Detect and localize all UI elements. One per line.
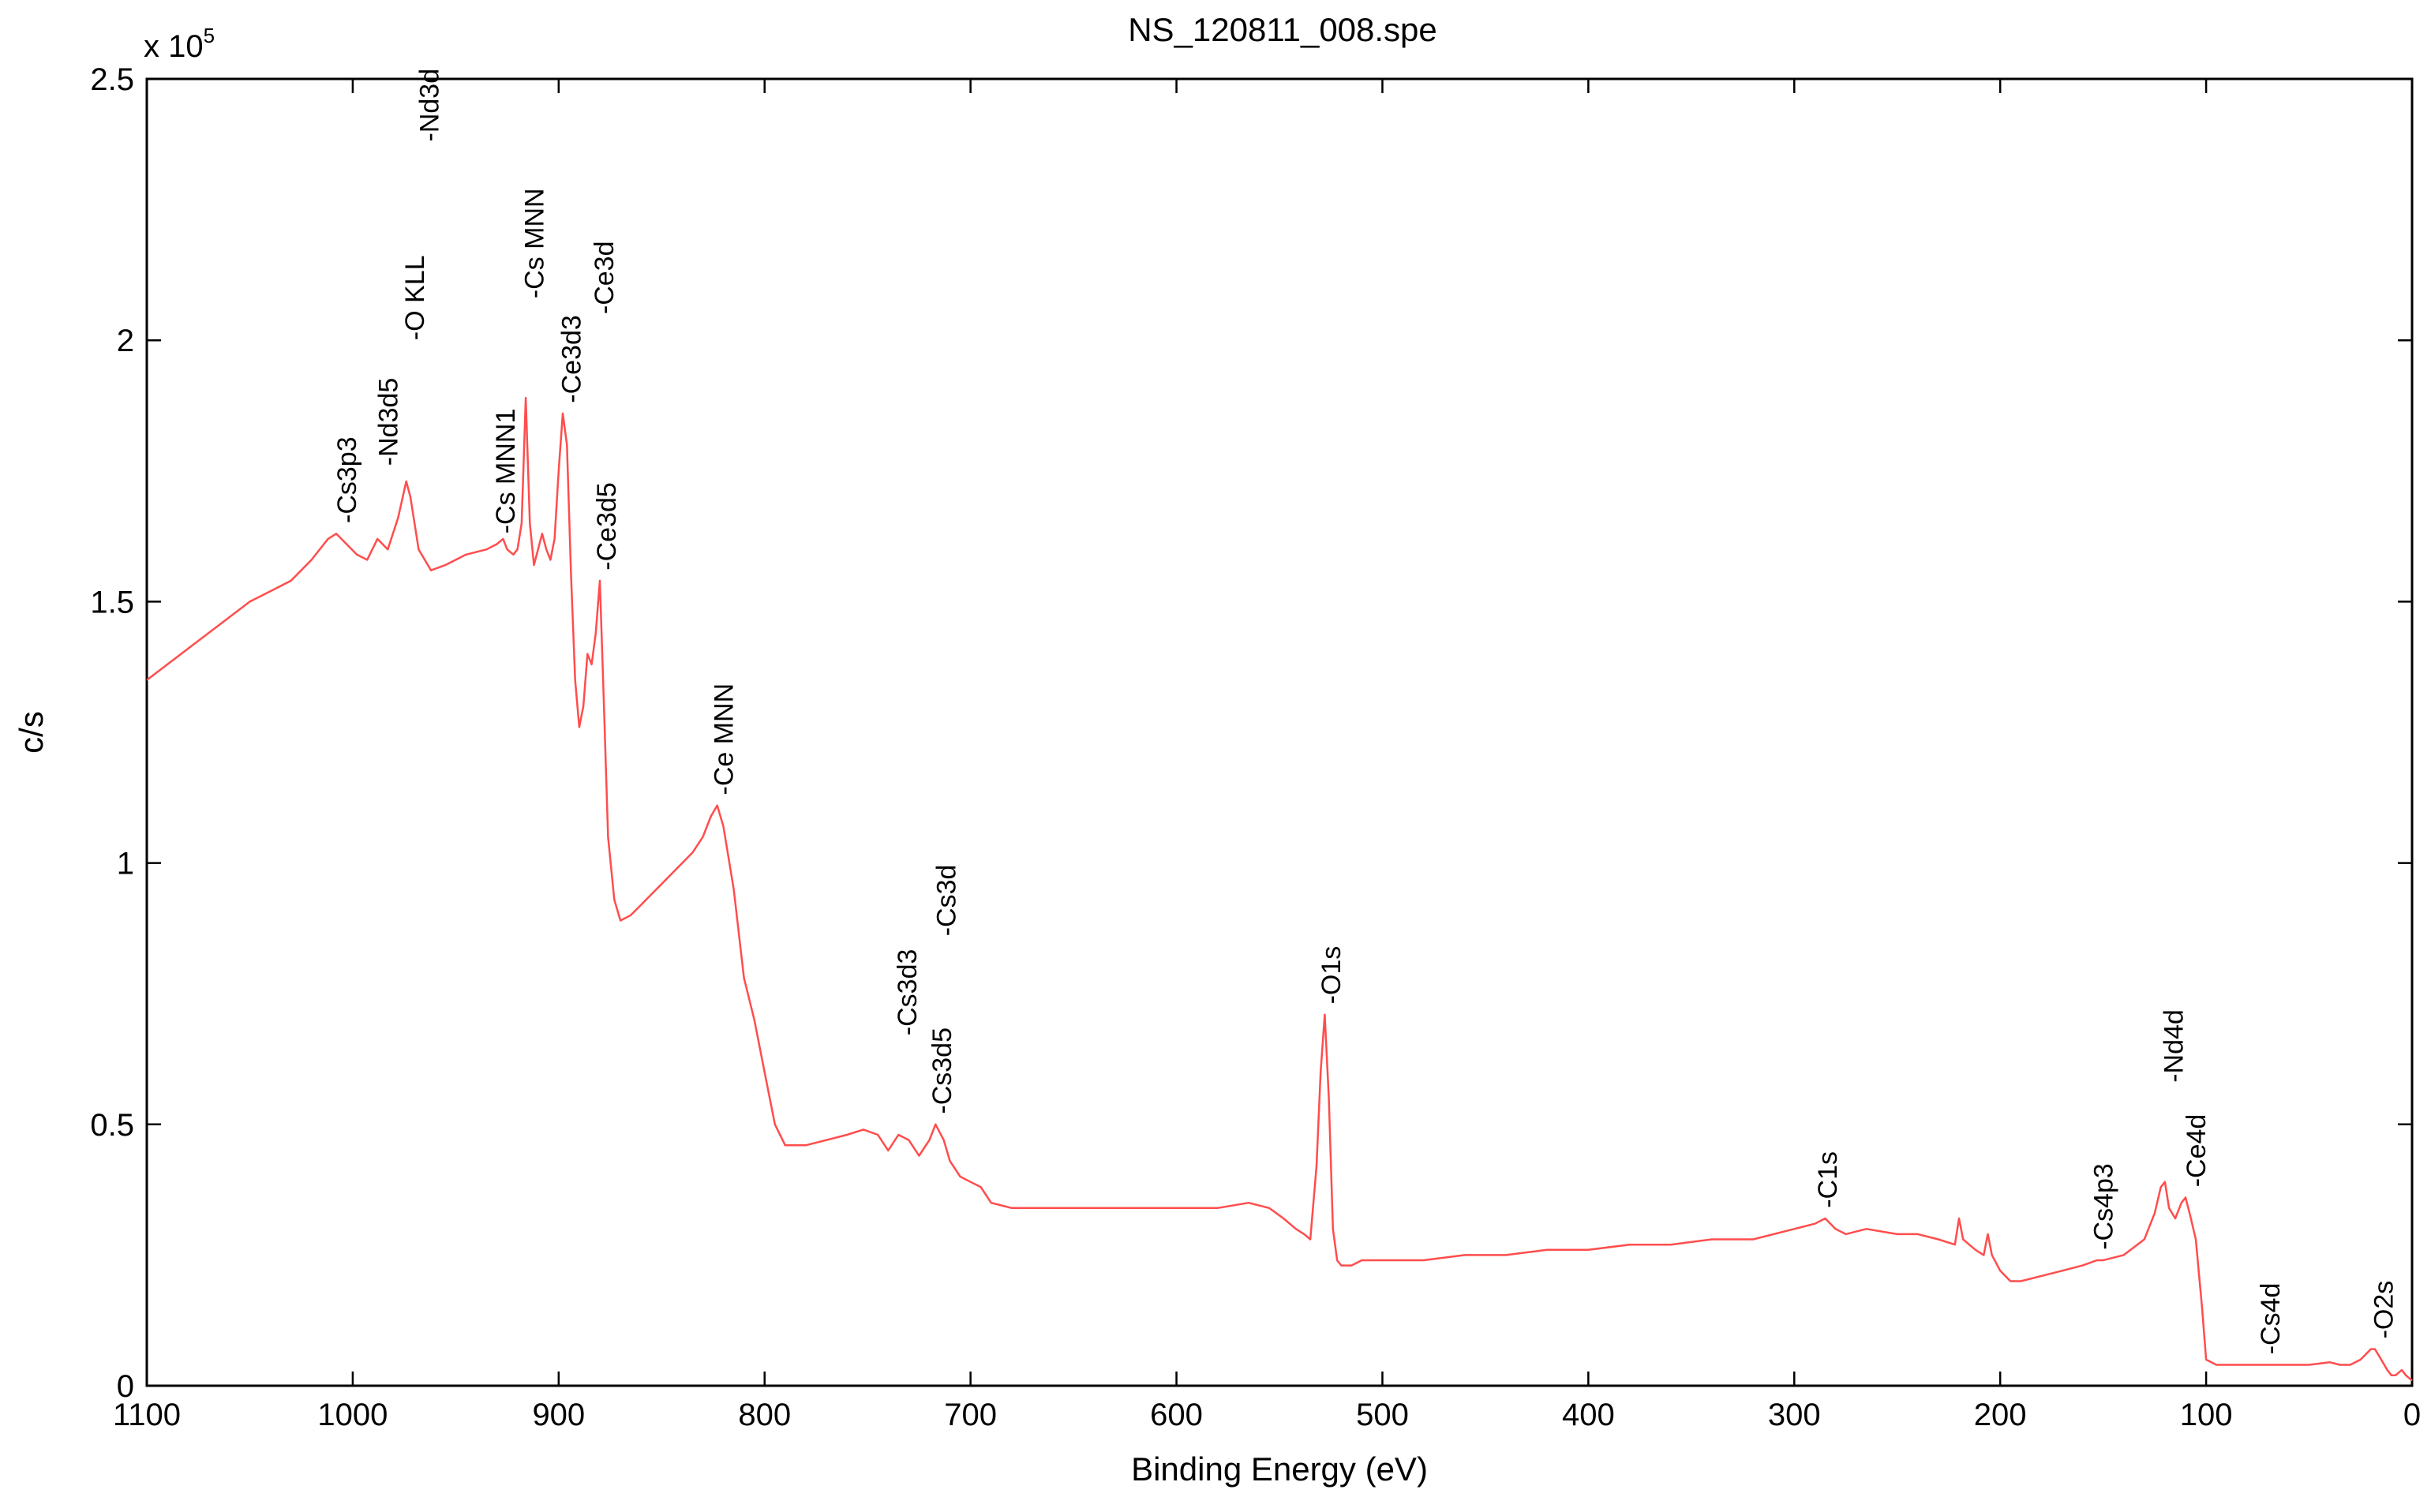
peak-label: -Ce4d	[2182, 1114, 2212, 1188]
x-tick-label: 500	[1356, 1398, 1409, 1432]
peak-label: -C1s	[1813, 1151, 1843, 1208]
y-tick-label: 1	[117, 847, 134, 881]
peak-label: -Cs3d5	[927, 1027, 957, 1114]
x-tick-label: 600	[1150, 1398, 1203, 1432]
x-tick-label: 100	[2180, 1398, 2233, 1432]
x-tick-label: 800	[738, 1398, 791, 1432]
peak-annotations: -Cs3p3-Nd3d5-O KLL-Nd3d-Cs MNN1-Cs MNN-C…	[332, 69, 2399, 1354]
y-tick-label: 0.5	[90, 1108, 134, 1143]
y-multiplier-label: x 105	[144, 24, 215, 64]
spectrum-line	[146, 396, 2413, 1382]
peak-label: -Ce MNN	[710, 683, 740, 795]
peak-label: -Cs4d	[2256, 1283, 2286, 1355]
y-axis-ticks: 0 0.5 1 1.5 2 2.5	[90, 62, 2412, 1404]
peak-label: -Cs MNN1	[491, 409, 521, 534]
x-tick-label: 1000	[317, 1398, 388, 1432]
x-tick-label: 900	[532, 1398, 585, 1432]
y-axis-label: c/s	[13, 711, 50, 754]
x-axis-ticks: 1100 1000 900 800 700 600 500 400 300 200 100 0	[113, 79, 2421, 1432]
plot-frame	[145, 77, 2414, 1387]
y-tick-label: 2	[117, 324, 134, 358]
peak-label: -Cs MNN	[520, 188, 550, 298]
y-multiplier-base: x 10	[144, 29, 204, 64]
peak-label: -Cs3d3	[893, 949, 923, 1036]
peak-label: -Cs3d	[931, 865, 961, 937]
x-tick-label: 1100	[113, 1398, 181, 1432]
x-tick-label: 200	[1974, 1398, 2027, 1432]
y-tick-label: 0	[117, 1369, 134, 1404]
x-axis-label: Binding Energy (eV)	[1131, 1450, 1428, 1488]
peak-label: -Cs4p3	[2089, 1163, 2119, 1250]
peak-label: -Nd4d	[2159, 1009, 2189, 1083]
x-tick-label: 700	[944, 1398, 997, 1432]
x-tick-label: 400	[1562, 1398, 1615, 1432]
peak-label: -O KLL	[400, 255, 430, 340]
y-tick-label: 2.5	[90, 62, 134, 97]
peak-label: -Ce3d	[590, 241, 620, 314]
peak-label: -Ce3d5	[592, 482, 622, 571]
peak-label: -Cs3p3	[332, 436, 362, 523]
x-tick-label: 300	[1768, 1398, 1821, 1432]
y-multiplier-exponent: 5	[204, 24, 215, 47]
chart-title: NS_120811_008.spe	[1128, 11, 1437, 48]
peak-label: -Ce3d3	[557, 315, 587, 403]
peak-label: -Nd3d	[414, 69, 444, 142]
peak-label: -Nd3d5	[373, 378, 403, 466]
peak-label: -O2s	[2369, 1281, 2399, 1339]
peak-label: -O1s	[1317, 946, 1347, 1005]
x-tick-label: 0	[2403, 1398, 2421, 1432]
y-tick-label: 1.5	[90, 585, 134, 619]
